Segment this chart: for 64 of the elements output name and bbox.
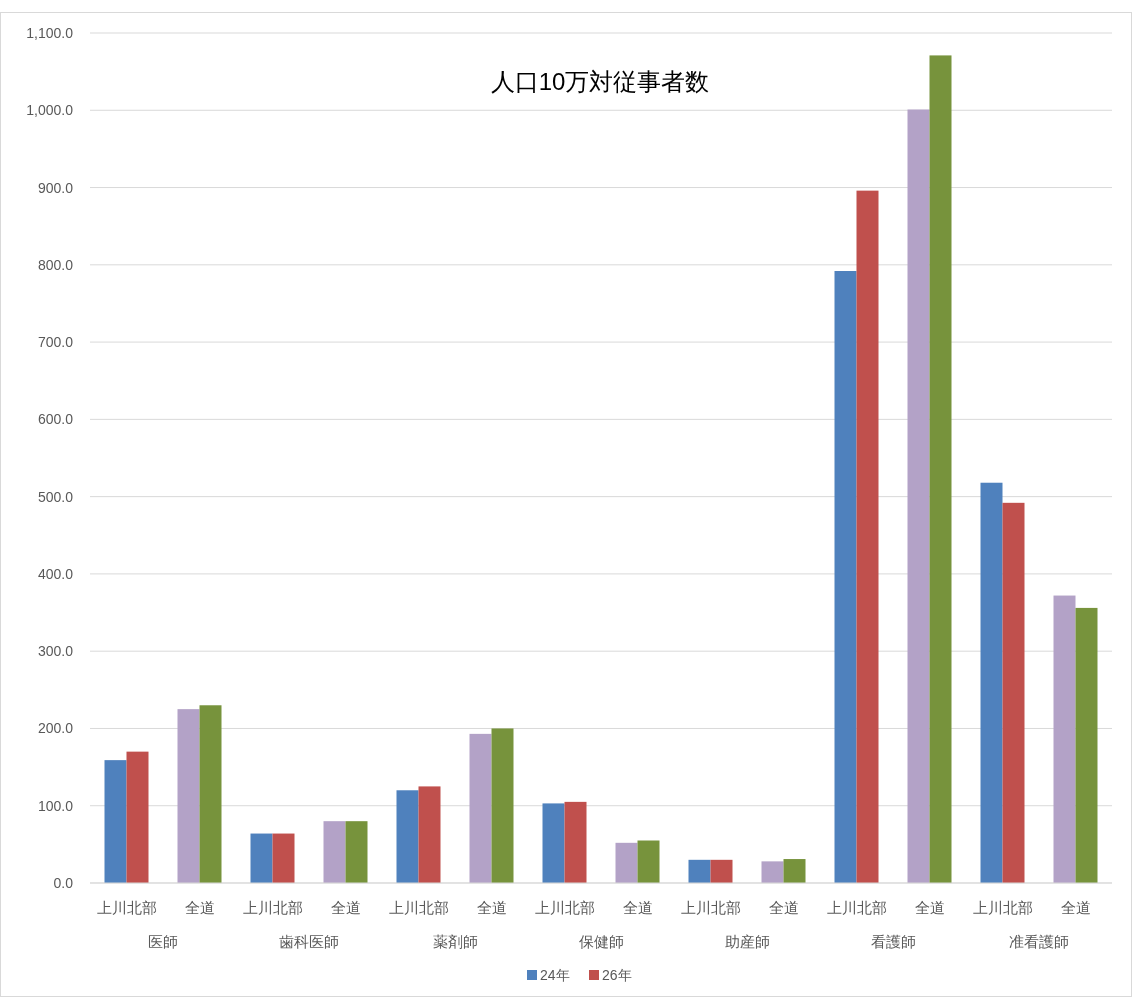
text: 保健師 (578, 933, 624, 950)
y-tick-label: 100.0 (37, 797, 74, 814)
legend-label: 24年 (540, 967, 570, 983)
bar (323, 821, 346, 883)
bar (1053, 595, 1076, 883)
x-tick-label: 全道 (330, 899, 361, 916)
text: 准看護師 (1009, 933, 1069, 950)
bar (980, 482, 1003, 883)
bar (345, 821, 368, 883)
x-tick-label: 全道 (1060, 899, 1091, 916)
bar (418, 786, 441, 883)
bar (834, 271, 857, 883)
y-tick-label: 400.0 (37, 565, 74, 582)
bar (491, 728, 514, 883)
x-tick-label: 上川北部 (680, 899, 741, 916)
bar (929, 55, 952, 883)
y-tick-label: 700.0 (37, 334, 74, 351)
bar (783, 859, 806, 883)
text: 看護師 (870, 933, 916, 950)
y-tick-label: 1,000.0 (26, 102, 74, 119)
x-tick-label: 上川北部 (242, 899, 303, 916)
y-tick-label: 900.0 (37, 179, 74, 196)
y-tick-label: 0.0 (53, 875, 74, 891)
bar (564, 801, 587, 883)
bar (272, 833, 295, 883)
x-tick-label: 上川北部 (534, 899, 595, 916)
y-tick-label: 800.0 (37, 256, 74, 273)
y-tick-label: 300.0 (37, 643, 74, 660)
bar (1075, 607, 1098, 883)
text: 人口10万対従事者数 (490, 68, 710, 95)
x-tick-label: 全道 (622, 899, 653, 916)
bar (907, 109, 930, 883)
bar (469, 733, 492, 883)
x-tick-label: 上川北部 (96, 899, 157, 916)
bar (710, 859, 733, 883)
bar (177, 709, 200, 883)
y-tick-label: 500.0 (37, 488, 74, 505)
text: 薬剤師 (432, 933, 478, 950)
bar (104, 760, 127, 883)
text: 助産師 (724, 933, 770, 950)
x-tick-label: 全道 (184, 899, 215, 916)
bar (199, 705, 222, 883)
x-tick-label: 全道 (476, 899, 507, 916)
x-tick-label: 上川北部 (388, 899, 449, 916)
bar (761, 861, 784, 883)
x-tick-label: 全道 (914, 899, 945, 916)
bar (250, 833, 273, 883)
bar (856, 190, 879, 883)
x-tick-label: 全道 (768, 899, 799, 916)
bar (688, 859, 711, 883)
x-tick-label: 上川北部 (972, 899, 1033, 916)
bar (615, 842, 638, 883)
y-tick-label: 200.0 (37, 720, 74, 737)
bar (542, 803, 565, 883)
bar (396, 790, 419, 883)
y-tick-label: 1,100.0 (26, 25, 74, 41)
text: 医師 (148, 933, 178, 950)
bar (637, 840, 660, 883)
bar (126, 751, 149, 883)
y-tick-label: 600.0 (37, 411, 74, 428)
legend-label: 26年 (602, 967, 632, 983)
text: 歯科医師 (279, 933, 339, 950)
x-tick-label: 上川北部 (826, 899, 887, 916)
bar (1002, 502, 1025, 883)
